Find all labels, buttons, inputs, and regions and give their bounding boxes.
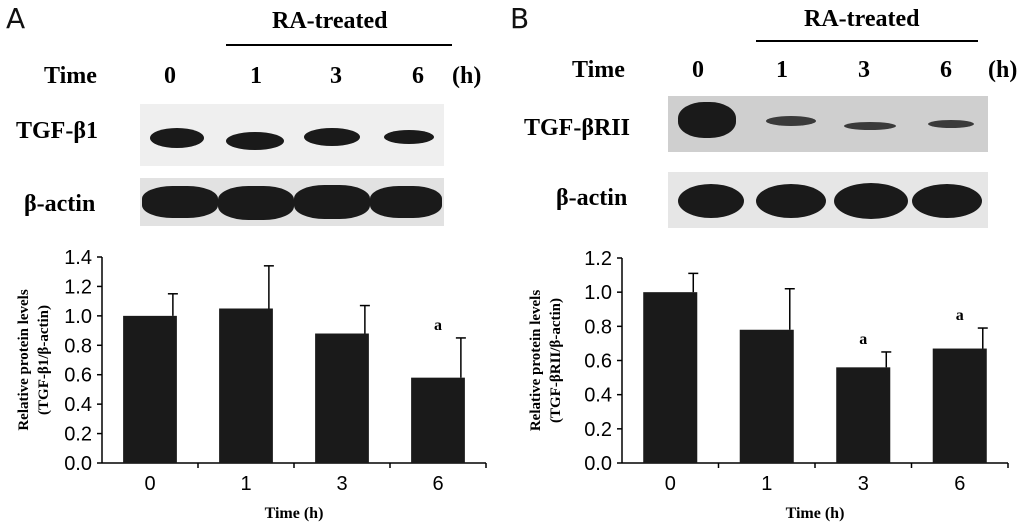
blot-band bbox=[678, 184, 744, 218]
panel-a-lane-1: 1 bbox=[250, 63, 262, 89]
y-tick-label: 0.4 bbox=[584, 385, 612, 407]
blot-band bbox=[294, 185, 370, 219]
x-tick-label: 1 bbox=[240, 473, 251, 495]
blot-band bbox=[150, 128, 204, 148]
panel-a-row-tgfb1: TGF-β1 bbox=[16, 118, 98, 144]
panel-a-treatment-rule bbox=[226, 44, 452, 46]
y-tick-label: 0.8 bbox=[64, 335, 92, 357]
x-tick-label: 3 bbox=[858, 473, 869, 495]
blot-band bbox=[218, 186, 294, 220]
bar bbox=[411, 377, 465, 463]
panel-b-lane-6: 6 bbox=[940, 57, 952, 83]
y-tick-label: 0.6 bbox=[64, 365, 92, 387]
y-tick-label: 1.2 bbox=[584, 248, 612, 270]
panel-a-lane-0: 0 bbox=[164, 63, 176, 89]
y-tick-label: 0.0 bbox=[64, 453, 92, 475]
panel-b-row-actin: β-actin bbox=[556, 185, 628, 211]
blot-band bbox=[766, 116, 816, 126]
panel-b-row-tgfbrii: TGF-βRII bbox=[524, 115, 630, 141]
y-tick-label: 0.2 bbox=[64, 424, 92, 446]
panel-b-treatment-rule bbox=[756, 40, 978, 42]
blot-band bbox=[756, 184, 826, 218]
panel-a-tgfb1-blot bbox=[140, 104, 444, 166]
panel-b-time-label: Time bbox=[572, 57, 625, 83]
bar bbox=[123, 315, 177, 463]
blot-band bbox=[912, 184, 982, 218]
bar bbox=[932, 348, 987, 463]
y-tick-label: 1.0 bbox=[64, 306, 92, 328]
y-axis-label: Relative protein levels bbox=[528, 290, 544, 432]
y-tick-label: 1.4 bbox=[64, 247, 92, 269]
y-axis-label: Relative protein levels bbox=[16, 289, 32, 431]
blot-band bbox=[142, 186, 218, 218]
y-tick-label: 0.8 bbox=[584, 316, 612, 338]
panel-a-unit-label: (h) bbox=[452, 63, 482, 89]
x-tick-label: 6 bbox=[432, 473, 443, 495]
bar bbox=[219, 308, 273, 463]
panel-a-treatment-label: RA-treated bbox=[272, 8, 388, 34]
blot-band bbox=[304, 128, 360, 146]
blot-band bbox=[370, 186, 442, 218]
panel-b-letter: B bbox=[510, 2, 530, 35]
y-tick-label: 1.0 bbox=[584, 282, 612, 304]
panel-b-lane-1: 1 bbox=[776, 57, 788, 83]
significance-label: a bbox=[956, 307, 964, 324]
x-tick-label: 0 bbox=[665, 473, 676, 495]
bar bbox=[739, 329, 794, 463]
x-tick-label: 1 bbox=[761, 473, 772, 495]
x-tick-label: 0 bbox=[144, 473, 155, 495]
panel-b-actin-blot bbox=[668, 172, 988, 228]
panel-b-unit-label: (h) bbox=[988, 57, 1018, 83]
y-axis-label-units: (TGF-βRII/β-actin) bbox=[548, 298, 564, 423]
blot-band bbox=[834, 183, 908, 219]
significance-label: a bbox=[434, 317, 442, 334]
significance-label: a bbox=[859, 331, 867, 348]
y-tick-label: 1.2 bbox=[64, 276, 92, 298]
blot-band bbox=[844, 122, 896, 130]
blot-band bbox=[384, 130, 434, 144]
panel-a-time-label: Time bbox=[44, 63, 97, 89]
panel-b-lane-0: 0 bbox=[692, 57, 704, 83]
panel-a-row-actin: β-actin bbox=[24, 191, 96, 217]
x-tick-label: 3 bbox=[336, 473, 347, 495]
panel-a-lane-6: 6 bbox=[412, 63, 424, 89]
y-tick-label: 0.4 bbox=[64, 394, 92, 416]
blot-band bbox=[928, 120, 974, 128]
panel-a-lane-3: 3 bbox=[330, 63, 342, 89]
x-tick-label: 6 bbox=[954, 473, 965, 495]
panel-b-lane-3: 3 bbox=[858, 57, 870, 83]
x-axis-label: Time (h) bbox=[265, 505, 324, 522]
y-tick-label: 0.0 bbox=[584, 453, 612, 475]
y-axis-label-units: (TGF-β1/β-actin) bbox=[36, 305, 52, 415]
panel-b-tgfbrii-blot bbox=[668, 96, 988, 152]
bar bbox=[643, 292, 698, 463]
panel-a-actin-blot bbox=[140, 178, 444, 226]
y-tick-label: 0.2 bbox=[584, 419, 612, 441]
bar bbox=[315, 333, 369, 463]
blot-band bbox=[678, 102, 736, 138]
bar bbox=[836, 367, 891, 463]
y-tick-label: 0.6 bbox=[584, 351, 612, 373]
x-axis-label: Time (h) bbox=[786, 505, 845, 522]
blot-band bbox=[226, 132, 284, 150]
panel-b-treatment-label: RA-treated bbox=[804, 6, 920, 32]
panel-a-letter: A bbox=[6, 2, 26, 35]
